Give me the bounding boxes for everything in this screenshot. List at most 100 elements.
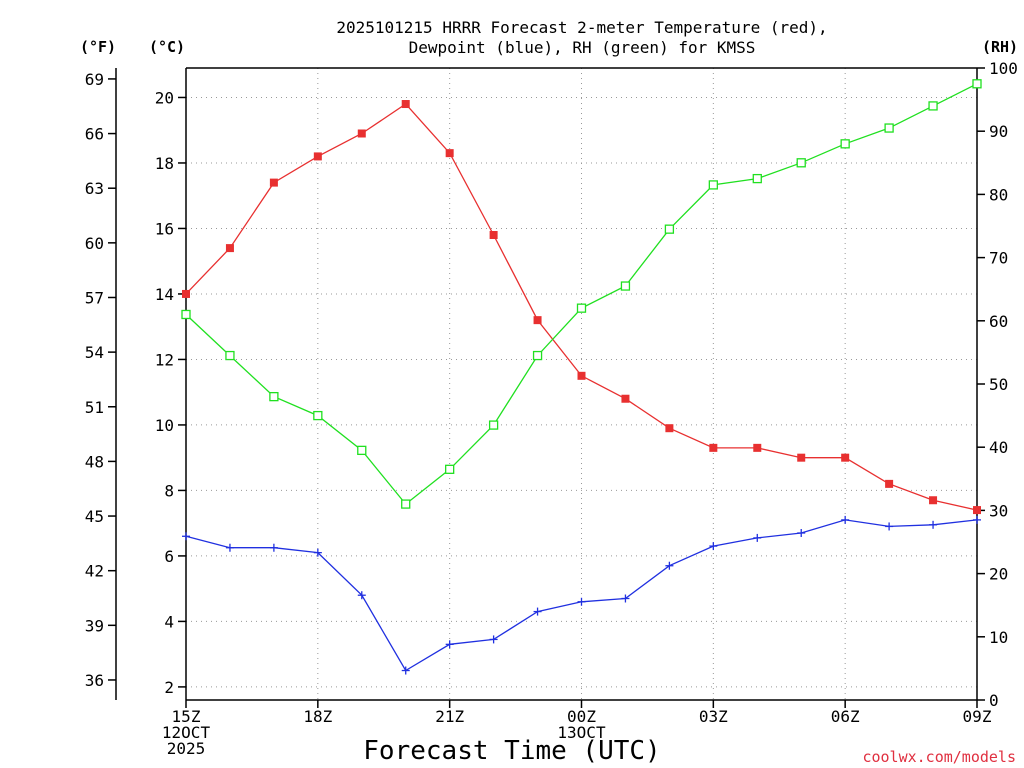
x-axis-label: Forecast Time (UTC) [363,736,660,766]
rh-point [620,281,631,291]
celsius-unit-label: (°C) [149,38,185,56]
grid-layer [186,68,977,700]
fahrenheit-tick-label: 39 [85,616,104,635]
temperature-point [269,178,278,187]
fahrenheit-unit-label: (°F) [80,38,116,56]
dewpoint-point [357,591,366,600]
temperature-point [621,394,630,403]
dewpoint-point [401,666,410,675]
temperature-point [445,149,454,158]
axes-layer: 2 4 6 8 10 12 14 16 18 20 36 39 42 45 48 51 54 57 60 63 66 69… [85,59,1018,758]
x-tick-label: 00Z [567,707,596,726]
rh-point [181,309,191,320]
celsius-tick-label: 6 [164,547,174,566]
rh-tick-label: 20 [989,565,1008,584]
rh-point [445,464,455,474]
rh-point [488,420,499,430]
dewpoint-point [709,542,718,551]
rh-point [796,158,806,168]
fahrenheit-tick-label: 69 [85,70,104,89]
rh-point [576,303,587,313]
rh-point [357,445,367,456]
rh-point [532,350,543,361]
celsius-tick-label: 16 [155,219,174,238]
temperature-point [841,453,850,462]
fahrenheit-tick-label: 54 [85,343,104,362]
dewpoint-point [489,635,498,644]
temperature-point [797,453,806,462]
temperature-point [533,316,542,325]
temperature-point [489,231,498,240]
rh-tick-label: 70 [989,249,1008,268]
fahrenheit-tick-label: 66 [85,125,104,144]
x-tick-label: 12OCT [162,723,211,742]
dewpoint-point [885,522,894,531]
fahrenheit-tick-label: 42 [85,562,104,581]
fahrenheit-tick-label: 45 [85,507,104,526]
x-tick-label: 21Z [435,707,464,726]
rh-tick-label: 90 [989,122,1008,141]
rh-tick-label: 40 [989,438,1008,457]
rh-tick-label: 100 [989,59,1018,78]
dewpoint-point [797,528,806,537]
dewpoint-point [445,640,454,649]
x-tick-label: 2025 [167,739,206,758]
fahrenheit-tick-label: 36 [85,671,104,690]
rh-point [840,139,850,149]
rh-point [928,101,938,111]
rh-point [708,180,718,190]
temperature-point [401,100,410,109]
rh-point [313,410,323,421]
dewpoint-point [225,543,234,552]
rh-point [401,499,411,509]
x-tick-label: 03Z [699,707,728,726]
rh-point [972,79,982,89]
temperature-point [577,371,586,380]
temperature-point [885,479,894,488]
x-tick-label: 06Z [831,707,860,726]
dewpoint-point [269,543,278,552]
temperature-point [929,496,938,505]
rh-point [884,123,894,133]
chart-title-line1: 2025101215 HRRR Forecast 2-meter Tempera… [336,18,827,37]
temperature-point [973,506,981,515]
dewpoint-point [621,594,630,603]
fahrenheit-tick-label: 60 [85,234,104,253]
temperature-point [313,152,322,161]
dewpoint-line [185,519,978,672]
temperature-point [753,443,762,452]
fahrenheit-tick-label: 51 [85,398,104,417]
rh-tick-label: 10 [989,628,1008,647]
celsius-tick-label: 18 [155,154,174,173]
rh-point [664,224,675,234]
celsius-tick-label: 10 [155,416,174,435]
temperature-point [357,129,366,138]
celsius-tick-label: 12 [155,350,174,369]
celsius-tick-label: 14 [155,285,174,304]
temperature-point [225,244,234,253]
rh-tick-label: 30 [989,501,1008,520]
celsius-tick-label: 2 [164,678,174,697]
fahrenheit-tick-label: 63 [85,179,104,198]
dewpoint-point [973,515,981,524]
dewpoint-point [182,532,190,541]
dewpoint-point [841,515,850,524]
x-tick-label: 09Z [963,707,992,726]
celsius-tick-label: 8 [164,481,174,500]
rh-tick-label: 80 [989,185,1008,204]
fahrenheit-tick-label: 48 [85,452,104,471]
dewpoint-point [577,597,586,606]
chart-title-line2: Dewpoint (blue), RH (green) for KMSS [409,38,756,57]
dewpoint-point [929,520,938,529]
rh-tick-label: 60 [989,312,1008,331]
series-layer [181,79,982,675]
celsius-tick-label: 4 [164,612,174,631]
rh-unit-label: (RH) [982,38,1018,56]
temperature-point [709,443,718,452]
rh-point [752,173,762,184]
dewpoint-point [753,533,762,542]
rh-point [225,350,235,361]
temperature-point [182,289,190,298]
credit-label: coolwx.com/models [862,748,1016,766]
